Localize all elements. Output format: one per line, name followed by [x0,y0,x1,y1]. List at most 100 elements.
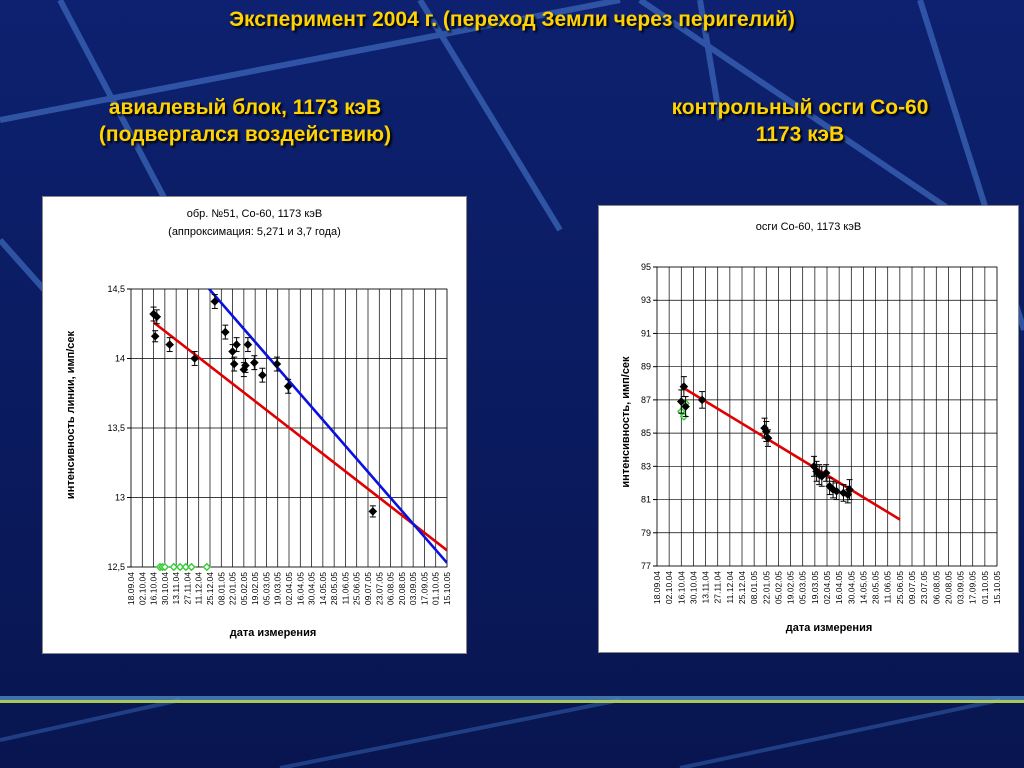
data-point [809,462,819,471]
data-point [221,327,230,337]
data-point [821,468,831,478]
x-tick-label: 05.02.05 [239,572,249,605]
x-tick-label: 08.01.05 [749,571,759,604]
x-tick-label: 30.10.04 [160,572,170,605]
y-tick-label: 87 [641,395,651,405]
x-tick-label: 19.02.05 [786,571,796,604]
x-tick-label: 15.10.05 [442,572,452,605]
x-tick-label: 30.10.04 [688,571,698,604]
y-tick-label: 14 [115,354,125,364]
left-heading-line-2: (подвергался воздействию) [98,123,392,146]
x-tick-label: 19.03.05 [810,571,820,604]
x-axis-label: дата измерения [785,622,873,634]
chart-subtitle: (аппроксимация: 5,271 и 3,7 года) [168,226,341,238]
x-tick-label: 05.03.05 [261,572,271,605]
y-tick-label: 13 [115,493,125,503]
y-tick-label: 91 [641,328,651,338]
data-point [241,361,250,370]
x-tick-label: 14.05.05 [318,572,328,605]
y-tick-label: 95 [641,262,651,272]
x-tick-label: 11.12.04 [194,572,204,605]
x-tick-label: 23.07.05 [919,571,929,604]
x-tick-label: 11.12.04 [725,571,735,604]
x-tick-label: 23.07.05 [374,572,384,605]
x-tick-label: 16.10.04 [149,572,159,605]
right-heading: контрольный осги Со-60 1173 кэВ [600,94,1000,148]
x-tick-label: 01.10.05 [431,572,441,605]
y-tick-label: 77 [641,561,651,571]
x-tick-label: 02.10.04 [137,572,147,605]
x-tick-label: 17.09.05 [968,571,978,604]
x-tick-label: 05.03.05 [798,571,808,604]
x-tick-label: 03.09.05 [956,571,966,604]
x-axis-label: дата измерения [229,627,317,639]
y-axis-label: интенсивность линии, имп/сек [65,330,77,500]
y-tick-label: 13,5 [107,423,125,433]
x-tick-label: 13.11.04 [701,571,711,604]
x-tick-label: 16.04.05 [295,572,305,605]
right-heading-line-1: контрольный осги Со-60 [671,96,929,119]
y-tick-label: 83 [641,461,651,471]
chart-plot-left: 18.09.04 02.10.04 16.10.04 30.10.04 13.11.04… [107,284,452,605]
chart-panel-left: обр. №51, Со-60, 1173 кэВ (аппроксимация… [42,196,467,654]
data-point [763,433,773,443]
data-point [843,490,853,499]
data-point [243,340,253,349]
x-tick-label: 19.03.05 [273,572,283,605]
data-point [258,370,267,380]
x-tick-label: 05.02.05 [773,571,783,604]
data-point [150,331,160,341]
y-tick-label: 93 [641,295,651,305]
data-point [232,340,241,349]
chart-title: осги Со-60, 1173 кэВ [755,221,862,233]
calibration-point [160,562,170,572]
red-fit-line [152,321,447,552]
x-tick-label: 28.05.05 [329,572,339,605]
x-tick-label: 16.04.05 [834,571,844,604]
data-point [368,507,378,516]
x-tick-label: 20.08.05 [943,571,953,604]
calibration-point [169,562,179,572]
data-point [165,340,174,349]
x-tick-label: 22.01.05 [228,572,238,605]
x-tick-label: 27.11.04 [182,572,192,605]
left-heading: авиалевый блок, 1173 кэВ (подвергался во… [40,94,450,148]
x-tick-label: 09.07.05 [363,572,373,605]
x-tick-label: 14.05.05 [858,571,868,604]
y-tick-label: 81 [641,495,651,505]
chart-panel-right: осги Со-60, 1173 кэВ 18.09.04 02.10.04 16.… [598,205,1019,653]
data-point [229,359,239,369]
data-point [828,485,838,494]
y-axis-label: интенсивность, имп/сек [620,356,632,488]
x-tick-label: 30.04.05 [846,571,856,604]
data-point [283,382,293,391]
y-tick-label: 85 [641,428,651,438]
x-tick-label: 11.06.05 [340,572,350,605]
data-point [679,382,689,391]
slide-title: Эксперимент 2004 г. (переход Земли через… [229,8,795,31]
x-tick-label: 16.10.04 [676,571,686,604]
calibration-point [181,562,191,572]
x-tick-label: 15.10.05 [992,571,1002,604]
y-tick-label: 89 [641,362,651,372]
x-tick-label: 02.04.05 [284,572,294,605]
x-tick-label: 25.12.04 [205,572,215,605]
red-fit-line [680,385,901,521]
x-tick-label: 03.09.05 [408,572,418,605]
x-tick-label: 25.12.04 [737,571,747,604]
calibration-point [175,562,185,572]
x-tick-label: 06.08.05 [386,572,396,605]
x-tick-label: 02.10.04 [664,571,674,604]
x-tick-label: 28.05.05 [871,571,881,604]
x-tick-label: 18.09.04 [652,571,662,604]
calibration-point [202,562,212,572]
data-point [250,358,259,367]
x-tick-label: 02.04.05 [822,571,832,604]
x-tick-label: 27.11.04 [713,571,723,604]
x-tick-label: 08.01.05 [216,572,226,605]
x-tick-label: 25.06.05 [895,571,905,604]
data-point [812,467,821,476]
x-tick-label: 09.07.05 [907,571,917,604]
y-tick-label: 12,5 [107,562,125,572]
x-tick-label: 20.08.05 [397,572,407,605]
